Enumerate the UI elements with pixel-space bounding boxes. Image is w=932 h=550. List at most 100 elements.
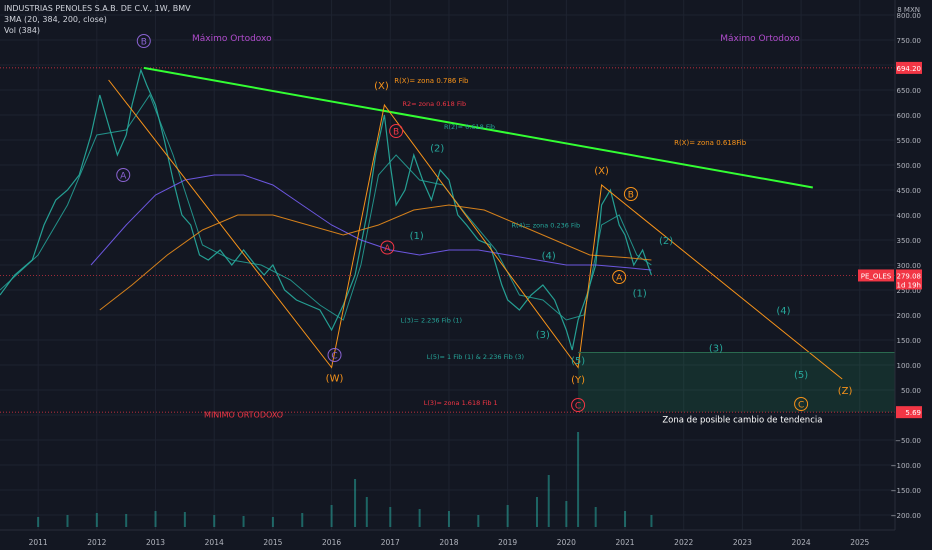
volume-bar bbox=[95, 513, 98, 527]
trend-change-zone bbox=[578, 352, 895, 413]
volume-bar bbox=[125, 514, 128, 527]
wave-label: (5) bbox=[571, 356, 585, 367]
y-tick-label: −150.00 bbox=[891, 487, 921, 495]
series-line-ma384 bbox=[90, 174, 652, 271]
x-tick-label: 2019 bbox=[498, 538, 517, 547]
wave-label: B bbox=[623, 187, 638, 201]
volume-bar bbox=[650, 515, 653, 527]
wave-label-text: (4) bbox=[776, 306, 790, 317]
volume-bar bbox=[66, 515, 69, 527]
wave-label: C bbox=[794, 397, 809, 411]
chart-legend: INDUSTRIAS PENOLES S.A.B. DE C.V., 1W, B… bbox=[4, 3, 191, 36]
price-marker-box bbox=[896, 406, 922, 419]
volume-bar bbox=[330, 505, 333, 527]
ma-indicator-label[interactable]: 3MA (20, 384, 200, close) bbox=[4, 15, 107, 24]
wave-label-text: (5) bbox=[794, 370, 808, 381]
y-tick-label: 200.00 bbox=[897, 312, 922, 320]
annotation-label: R(2)= 0.618 Fib bbox=[444, 123, 495, 131]
annotation-label: L(5)= 1 Fib (1) & 2.236 Fib (3) bbox=[427, 353, 524, 361]
annotation-label: R(X)= zona 0.618Fib bbox=[674, 139, 747, 147]
wave-label: (X) bbox=[594, 166, 609, 177]
wave-label-text: (2) bbox=[430, 144, 444, 155]
x-tick-label: 2024 bbox=[792, 538, 811, 547]
wave-label: (1) bbox=[633, 289, 647, 300]
x-tick-label: 2013 bbox=[146, 538, 165, 547]
currency-label: 8 MXN bbox=[897, 6, 920, 14]
y-tick-label: 500.00 bbox=[897, 162, 922, 170]
volume-bar bbox=[577, 432, 580, 527]
volume-bar bbox=[365, 497, 368, 527]
wave-label-circle bbox=[794, 397, 809, 411]
wave-label-text: (5) bbox=[571, 356, 585, 367]
wave-label: C bbox=[327, 348, 342, 362]
y-tick-label: 400.00 bbox=[897, 212, 922, 220]
wave-label: (2) bbox=[659, 236, 673, 247]
wave-label-text: A bbox=[616, 274, 623, 284]
wave-label-text: (2) bbox=[659, 236, 673, 247]
wave-label: B bbox=[136, 34, 151, 48]
price-marker-text: 694.20 bbox=[897, 65, 922, 73]
x-tick-label: 2015 bbox=[263, 538, 282, 547]
volume-bar bbox=[271, 517, 274, 527]
volume-bar bbox=[547, 475, 550, 527]
wave-label-text: (3) bbox=[536, 330, 550, 341]
wave-label: (Y) bbox=[571, 375, 585, 386]
x-tick-label: 2020 bbox=[557, 538, 576, 547]
wave-label-text: C bbox=[798, 401, 804, 411]
wave-label: (X) bbox=[374, 81, 389, 92]
wave-label-text: (1) bbox=[633, 289, 647, 300]
trend-line-0 bbox=[143, 66, 813, 189]
wave-label: B bbox=[389, 124, 404, 138]
wave-label: (Z) bbox=[838, 386, 853, 397]
y-tick-label: 800.00 bbox=[897, 12, 922, 20]
price-marker: 5.69 bbox=[896, 406, 922, 419]
wave-label-text: B bbox=[393, 128, 399, 138]
wave-label-circle bbox=[136, 34, 151, 48]
series-line-price bbox=[0, 68, 652, 351]
volume-bar bbox=[37, 517, 40, 527]
volume-indicator-label[interactable]: Vol (384) bbox=[4, 26, 41, 35]
volume-bar bbox=[447, 511, 450, 527]
y-tick-label: 150.00 bbox=[897, 337, 922, 345]
wave-label-circle bbox=[380, 240, 395, 255]
x-tick-label: 2014 bbox=[205, 538, 224, 547]
wave-label: (4) bbox=[776, 306, 790, 317]
x-tick-label: 2022 bbox=[674, 538, 693, 547]
wave-label-text: (3) bbox=[709, 344, 723, 355]
symbol-box bbox=[858, 269, 894, 282]
wave-label: (W) bbox=[326, 374, 344, 385]
y-tick-label: −50.00 bbox=[895, 437, 921, 445]
annotation-label: Máximo Ortodoxo bbox=[192, 34, 272, 44]
last-price-text: 279.08 bbox=[897, 272, 922, 280]
wave-label: (1) bbox=[410, 231, 424, 242]
annotation-label: R(4)= zona 0.236 Fib bbox=[511, 222, 580, 230]
annotation-label: Zona de posible cambio de tendencia bbox=[662, 416, 822, 426]
y-tick-label: 100.00 bbox=[897, 362, 922, 370]
wave-label: A bbox=[380, 240, 395, 255]
volume-bar bbox=[536, 497, 538, 527]
annotation-label: L(3)= 2.236 Fib (1) bbox=[401, 317, 463, 325]
x-tick-label: 2011 bbox=[29, 538, 48, 547]
series-line-ma200 bbox=[99, 204, 652, 311]
x-tick-label: 2023 bbox=[733, 538, 752, 547]
volume-bar bbox=[506, 505, 509, 527]
wave-label-text: C bbox=[331, 352, 337, 362]
countdown-text: 1d 19h bbox=[897, 281, 921, 289]
x-tick-label: 2012 bbox=[87, 538, 106, 547]
volume-bar bbox=[154, 511, 157, 527]
volume-bar bbox=[418, 509, 421, 527]
volume-bar bbox=[213, 515, 216, 527]
trend-line-1 bbox=[108, 79, 843, 380]
volume-bar bbox=[242, 516, 245, 527]
annotation-label: R2= zona 0.618 Fib bbox=[402, 100, 466, 108]
wave-label-text: A bbox=[120, 172, 127, 182]
wave-label-text: (W) bbox=[326, 374, 344, 385]
wave-label-text: (X) bbox=[594, 166, 609, 177]
x-tick-label: 2025 bbox=[850, 538, 869, 547]
annotation-label: Máximo Ortodoxo bbox=[720, 34, 800, 44]
wave-label-circle bbox=[623, 187, 638, 201]
price-marker: 694.20 bbox=[896, 61, 922, 74]
y-tick-label: 550.00 bbox=[897, 137, 922, 145]
